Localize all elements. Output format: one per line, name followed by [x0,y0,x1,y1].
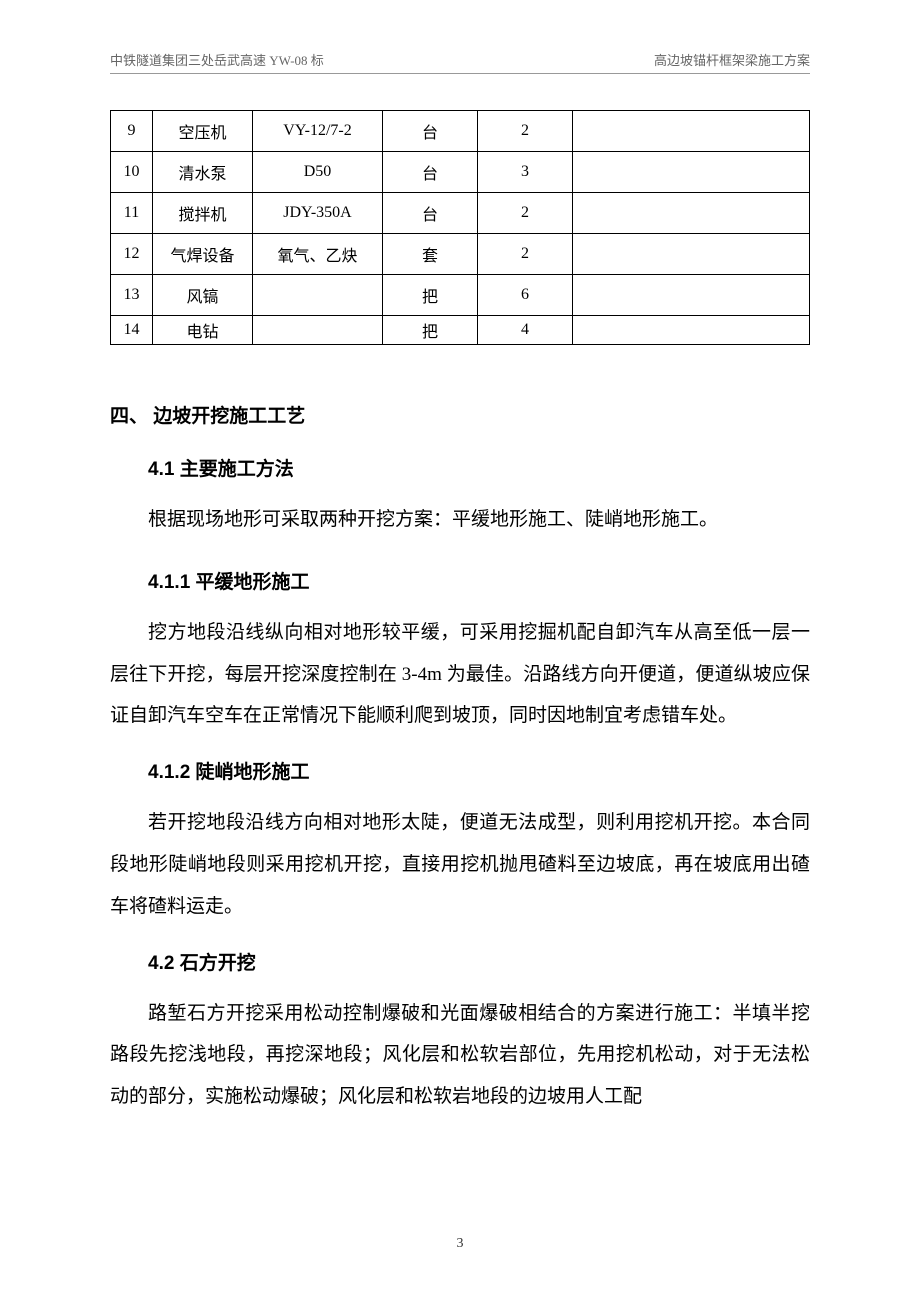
table-cell: 9 [111,111,153,152]
table-cell: 6 [478,275,573,316]
section-4-title: 四、 边坡开挖施工工艺 [110,401,810,428]
table-cell: 空压机 [153,111,253,152]
table-cell: 台 [383,111,478,152]
table-cell: 电钻 [153,316,253,345]
section-4-2-title: 4.2 石方开挖 [110,948,810,975]
table-row: 10清水泵D50台3 [111,152,810,193]
table-row: 13风镐 把6 [111,275,810,316]
table-cell: 4 [478,316,573,345]
header-right: 高边坡锚杆框架梁施工方案 [654,50,810,69]
table-cell [573,275,810,316]
equipment-table: 9空压机VY-12/7-2台210清水泵D50台311搅拌机JDY-350A台2… [110,110,810,345]
table-cell [253,275,383,316]
table-row: 11搅拌机JDY-350A台2 [111,193,810,234]
table-cell: D50 [253,152,383,193]
table-cell [573,193,810,234]
table-cell: JDY-350A [253,193,383,234]
header-left: 中铁隧道集团三处岳武高速 YW-08 标 [110,50,324,69]
table-cell: 2 [478,234,573,275]
table-row: 14电钻 把4 [111,316,810,345]
page-header: 中铁隧道集团三处岳武高速 YW-08 标 高边坡锚杆框架梁施工方案 [110,50,810,74]
table-cell: VY-12/7-2 [253,111,383,152]
table-cell: 2 [478,193,573,234]
table-cell [253,316,383,345]
section-4-1-1-body: 挖方地段沿线纵向相对地形较平缓，可采用挖掘机配自卸汽车从高至低一层一层往下开挖，… [110,612,810,737]
table-cell: 搅拌机 [153,193,253,234]
table-cell: 把 [383,316,478,345]
section-4-1-intro: 根据现场地形可采取两种开挖方案：平缓地形施工、陡峭地形施工。 [110,499,810,541]
table-cell: 11 [111,193,153,234]
page-number: 3 [0,1236,920,1252]
section-4-1-1-title: 4.1.1 平缓地形施工 [110,567,810,594]
section-4-2-body: 路堑石方开挖采用松动控制爆破和光面爆破相结合的方案进行施工：半填半挖路段先挖浅地… [110,993,810,1118]
table-cell [573,111,810,152]
table-cell [573,316,810,345]
table-cell: 清水泵 [153,152,253,193]
table-cell: 气焊设备 [153,234,253,275]
table-row: 9空压机VY-12/7-2台2 [111,111,810,152]
table-cell: 13 [111,275,153,316]
table-cell: 把 [383,275,478,316]
section-4-1-title: 4.1 主要施工方法 [110,454,810,481]
table-cell: 14 [111,316,153,345]
page: 中铁隧道集团三处岳武高速 YW-08 标 高边坡锚杆框架梁施工方案 9空压机VY… [0,0,920,1184]
table-cell: 套 [383,234,478,275]
table-cell [573,234,810,275]
table-cell: 2 [478,111,573,152]
table-cell: 台 [383,193,478,234]
table-cell [573,152,810,193]
table-cell: 风镐 [153,275,253,316]
table-cell: 氧气、乙炔 [253,234,383,275]
table-cell: 台 [383,152,478,193]
table-cell: 3 [478,152,573,193]
table-row: 12气焊设备氧气、乙炔套2 [111,234,810,275]
section-4-1-2-body: 若开挖地段沿线方向相对地形太陡，便道无法成型，则利用挖机开挖。本合同段地形陡峭地… [110,802,810,927]
table-cell: 12 [111,234,153,275]
section-4-1-2-title: 4.1.2 陡峭地形施工 [110,757,810,784]
table-cell: 10 [111,152,153,193]
